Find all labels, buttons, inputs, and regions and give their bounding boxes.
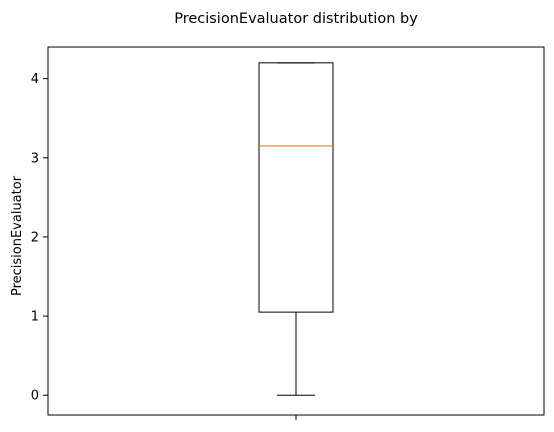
y-tick-label: 0 <box>31 389 39 404</box>
y-tick-label: 4 <box>31 72 39 87</box>
y-tick-label: 2 <box>31 230 39 245</box>
chart-title: PrecisionEvaluator distribution by <box>174 11 418 27</box>
y-axis-ticks: 0 1 2 3 4 <box>31 72 48 404</box>
y-tick-label: 3 <box>31 151 39 166</box>
y-axis-label: PrecisionEvaluator <box>10 175 25 296</box>
interquartile-box <box>258 62 334 313</box>
box-plot-series <box>258 62 334 396</box>
y-tick-label: 1 <box>31 310 39 325</box>
